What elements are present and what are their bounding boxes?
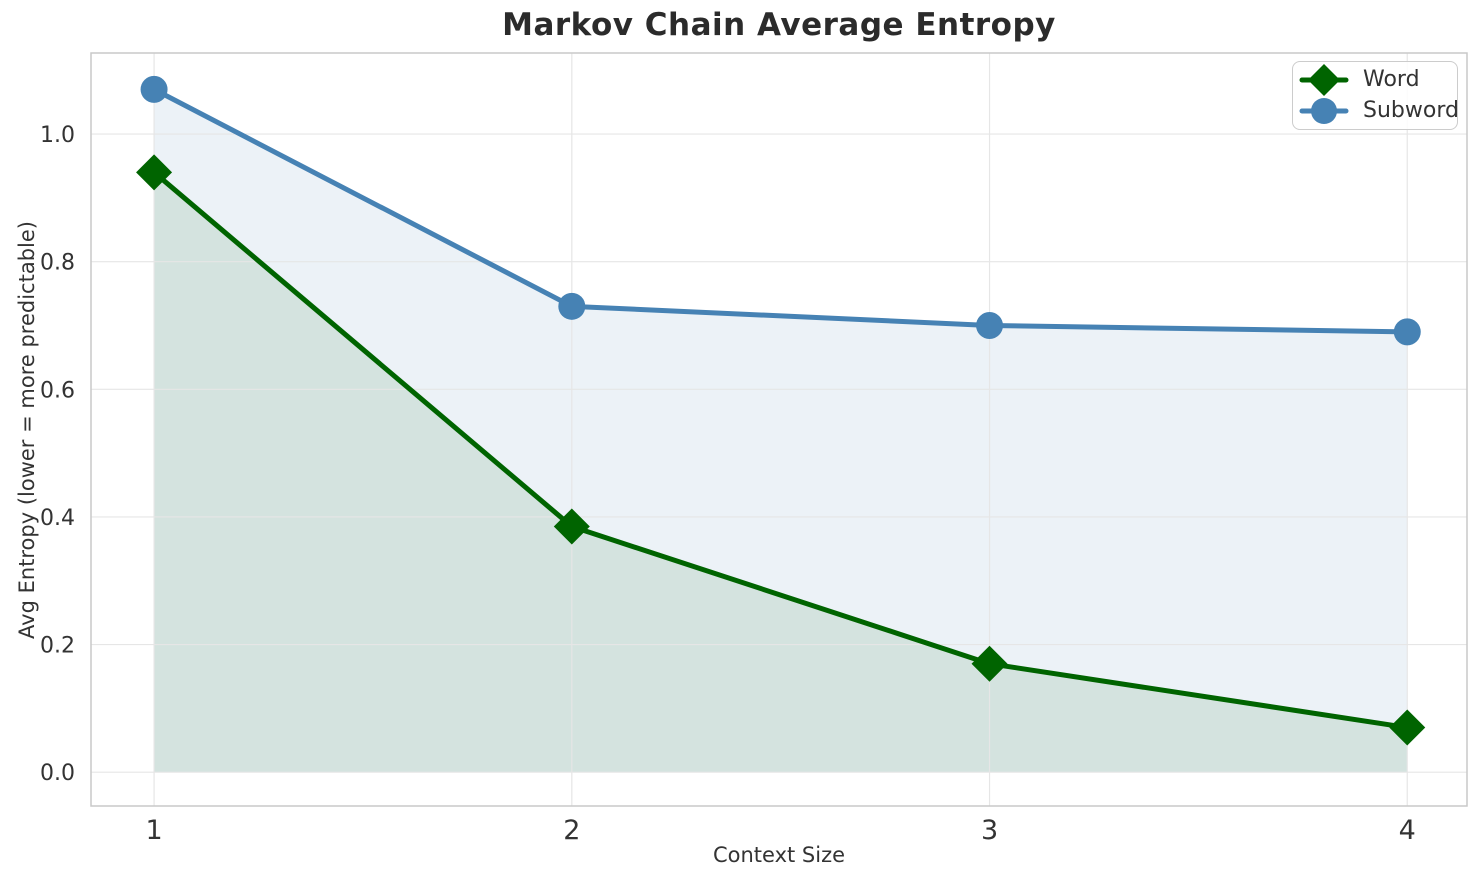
y-axis-label: Avg Entropy (lower = more predictable) <box>15 221 39 639</box>
legend-label-subword: Subword <box>1363 98 1459 124</box>
chart-title: Markov Chain Average Entropy <box>502 7 1056 43</box>
word-line <box>151 169 1410 731</box>
subword-marker <box>140 75 168 103</box>
y-tick-label: 0.8 <box>40 251 75 276</box>
word-marker <box>971 645 1008 682</box>
x-tick-label: 3 <box>981 815 998 846</box>
subword-marker <box>1393 318 1421 346</box>
word-marker <box>553 508 590 545</box>
legend-item-subword: Subword <box>1299 96 1459 127</box>
x-tick-label: 4 <box>1399 815 1416 846</box>
word-marker <box>136 154 173 191</box>
legend-item-word: Word <box>1299 63 1447 96</box>
x-tick-label: 1 <box>145 815 162 846</box>
y-tick-label: 1.0 <box>40 123 75 148</box>
y-tick-label: 0.0 <box>40 761 75 786</box>
subword-circle-marker-icon <box>1299 98 1349 125</box>
x-axis-label: Context Size <box>712 843 846 867</box>
word-marker <box>1389 709 1426 746</box>
y-tick-label: 0.4 <box>40 506 75 531</box>
legend-label-word: Word <box>1363 66 1420 92</box>
word-area-fill <box>154 172 1408 773</box>
y-tick-label: 0.6 <box>40 378 75 403</box>
subword-line <box>151 86 1410 335</box>
y-tick-label: 0.2 <box>40 634 75 659</box>
plot-border <box>90 52 1468 807</box>
subword-area-fill <box>154 89 1408 773</box>
legend: Word Subword <box>1292 61 1459 130</box>
x-tick-label: 2 <box>563 815 580 846</box>
word-diamond-marker-icon <box>1299 63 1349 96</box>
subword-marker <box>976 311 1004 339</box>
subword-marker <box>558 292 586 320</box>
